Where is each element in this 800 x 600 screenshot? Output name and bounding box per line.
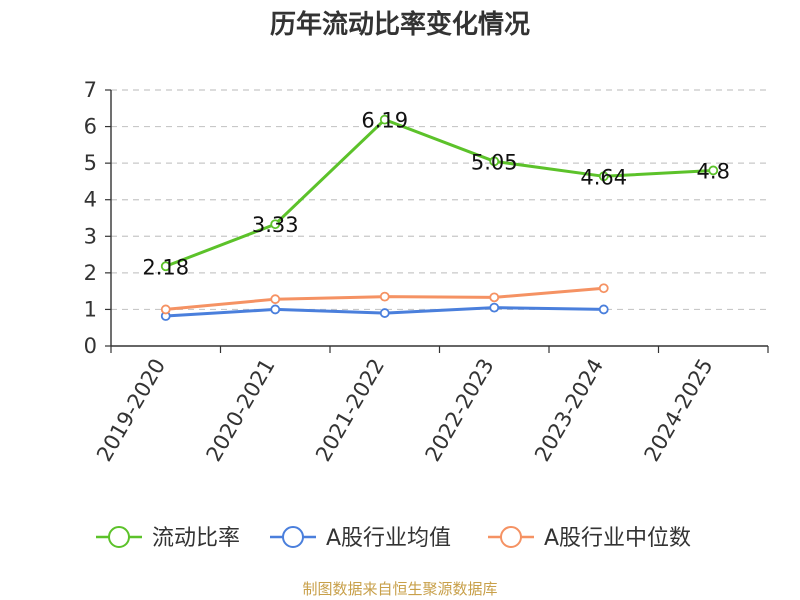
- x-tick-label: 2019-2020: [92, 355, 170, 466]
- data-point: [489, 292, 500, 303]
- series-layer: [160, 114, 719, 321]
- legend-marker: [500, 526, 522, 548]
- x-tick-label: 2022-2023: [421, 355, 499, 466]
- y-tick-label: 0: [84, 334, 97, 358]
- data-point: [160, 261, 171, 272]
- y-tick-label: 5: [84, 151, 97, 175]
- y-tick-label: 3: [84, 224, 97, 248]
- data-label: 6.19: [361, 109, 408, 133]
- series-line-0: [164, 118, 715, 268]
- data-label: 5.05: [471, 150, 518, 174]
- source-note: 制图数据来自恒生聚源数据库: [302, 580, 497, 598]
- legend-item: A股行业中位数: [488, 526, 691, 551]
- data-point: [270, 294, 281, 305]
- y-tick-label: 1: [84, 297, 97, 321]
- x-tick-label: 2021-2022: [311, 355, 389, 466]
- y-tick-label: 4: [84, 188, 97, 212]
- legend: 流动比率 A股行业均值 A股行业中位数: [96, 526, 691, 551]
- data-point: [489, 302, 500, 313]
- data-label: 4.8: [697, 159, 730, 183]
- data-point: [489, 156, 500, 167]
- data-labels: 2.18 3.33 6.19 5.05 4.64 4.8: [142, 109, 730, 280]
- legend-item: 流动比率: [96, 526, 240, 551]
- data-label: 3.33: [252, 213, 299, 237]
- y-tick-label: 2: [84, 261, 97, 285]
- data-point: [598, 304, 609, 315]
- y-tick-label: 6: [84, 115, 97, 139]
- legend-label: A股行业中位数: [544, 526, 691, 551]
- y-tick-label: 7: [84, 78, 97, 102]
- data-point: [270, 219, 281, 230]
- x-tick-label: 2020-2021: [202, 355, 280, 466]
- chart-title: 历年流动比率变化情况: [270, 9, 530, 40]
- legend-marker: [282, 526, 304, 548]
- data-point: [379, 291, 390, 302]
- legend-item: A股行业均值: [270, 526, 451, 551]
- legend-marker: [108, 526, 130, 548]
- legend-label: 流动比率: [152, 526, 240, 551]
- data-point: [160, 304, 171, 315]
- data-point: [598, 283, 609, 294]
- x-tick-label: 2023-2024: [530, 355, 608, 466]
- data-label: 4.64: [580, 165, 627, 189]
- data-point: [379, 308, 390, 318]
- data-point: [270, 304, 281, 315]
- data-point: [598, 171, 609, 182]
- data-point: [379, 114, 390, 125]
- x-tick-label: 2024-2025: [640, 355, 718, 466]
- grid: [111, 89, 768, 311]
- data-point: [708, 165, 719, 176]
- legend-label: A股行业均值: [326, 526, 451, 551]
- data-label: 2.18: [142, 255, 189, 279]
